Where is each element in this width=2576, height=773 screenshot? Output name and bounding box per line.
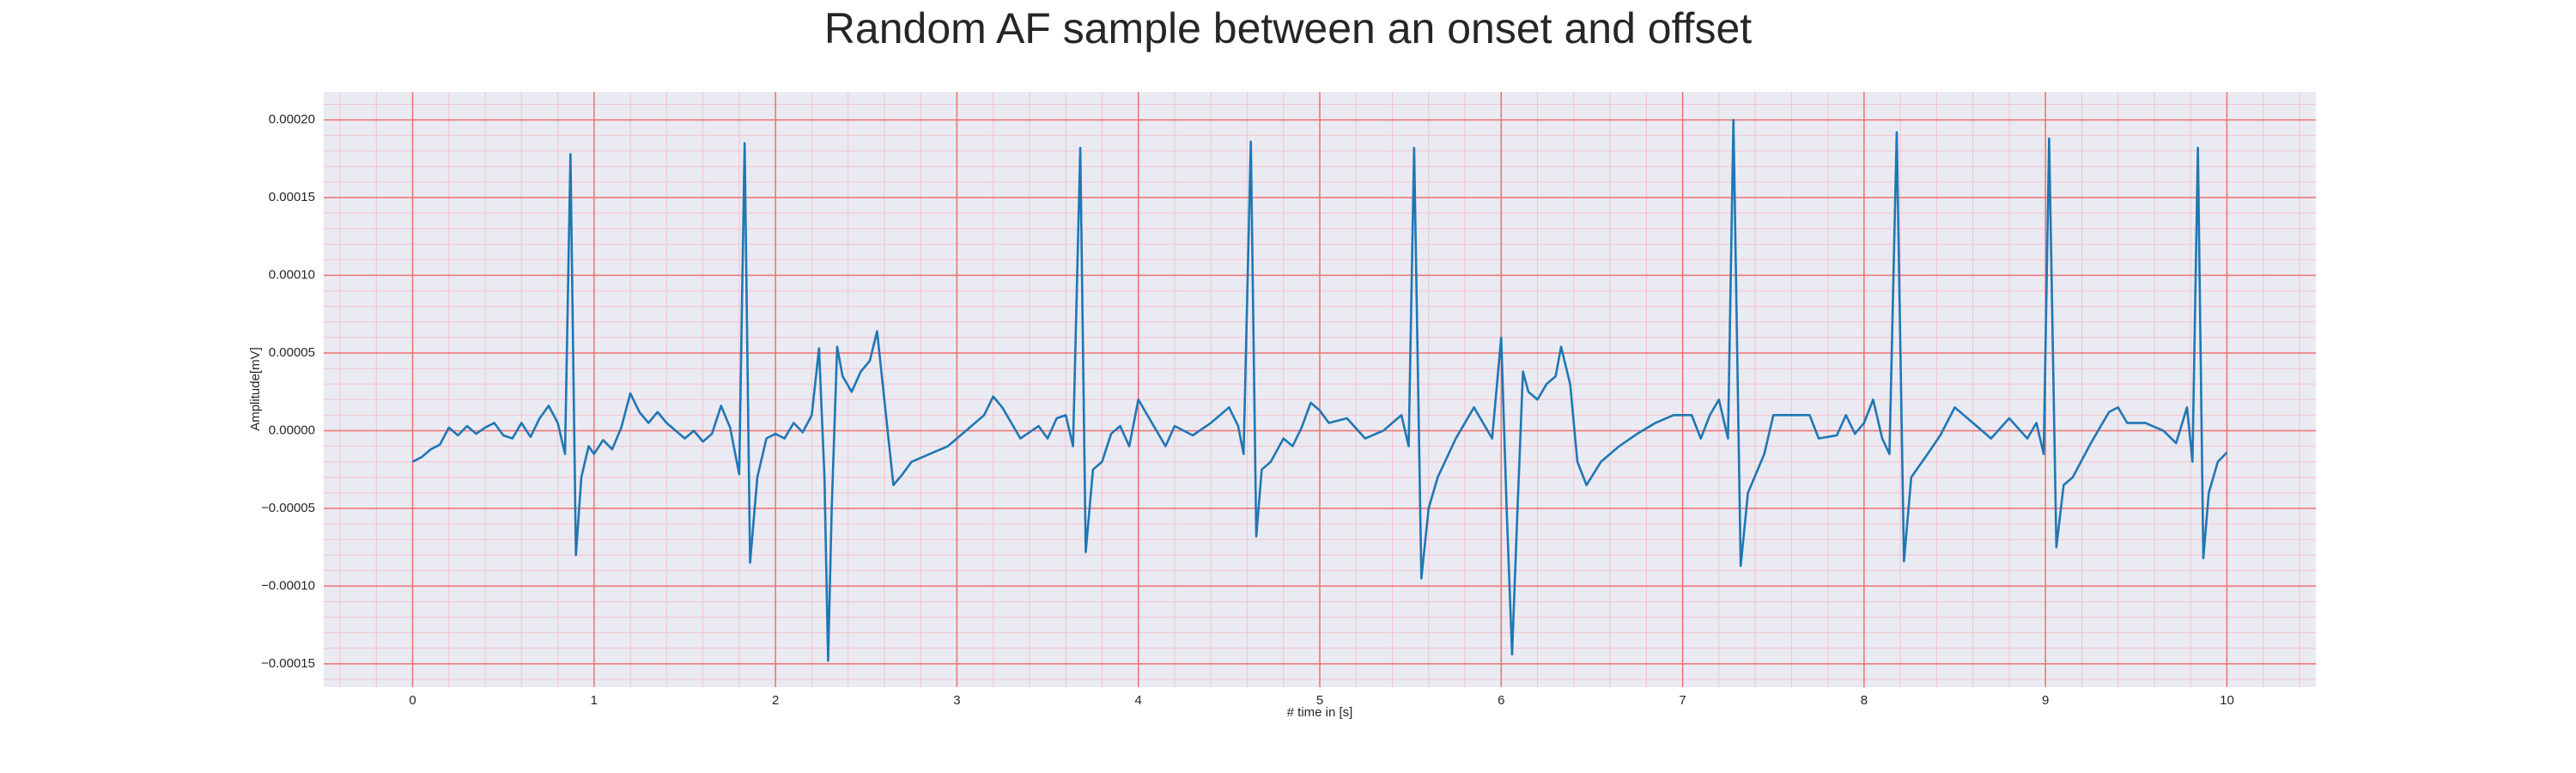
y-tick-label: −0.00010 — [261, 578, 315, 593]
x-tick-label: 4 — [1135, 693, 1142, 708]
y-tick-label: 0.00020 — [269, 113, 315, 127]
x-tick-label: 6 — [1498, 693, 1504, 708]
y-tick-label: 0.00015 — [269, 190, 315, 204]
chart-title: Random AF sample between an onset and of… — [824, 4, 1752, 52]
x-tick-label: 9 — [2042, 693, 2049, 708]
x-tick-label: 0 — [409, 693, 416, 708]
y-tick-label: 0.00005 — [269, 345, 315, 360]
x-tick-label: 8 — [1861, 693, 1868, 708]
x-tick-label: 1 — [591, 693, 598, 708]
y-tick-label: 0.00000 — [269, 423, 315, 437]
x-tick-label: 3 — [953, 693, 960, 708]
y-tick-label: −0.00015 — [261, 656, 315, 671]
x-tick-label: 7 — [1679, 693, 1686, 708]
x-tick-label: 2 — [772, 693, 779, 708]
x-tick-label: 5 — [1316, 693, 1323, 708]
x-tick-label: 10 — [2220, 693, 2234, 708]
y-tick-label: 0.00010 — [269, 267, 315, 282]
x-axis-label: # time in [s] — [1287, 705, 1353, 720]
y-axis-label: Amplitude[mV] — [248, 347, 263, 431]
signal-line — [411, 119, 2228, 662]
y-tick-label: −0.00005 — [261, 501, 315, 515]
